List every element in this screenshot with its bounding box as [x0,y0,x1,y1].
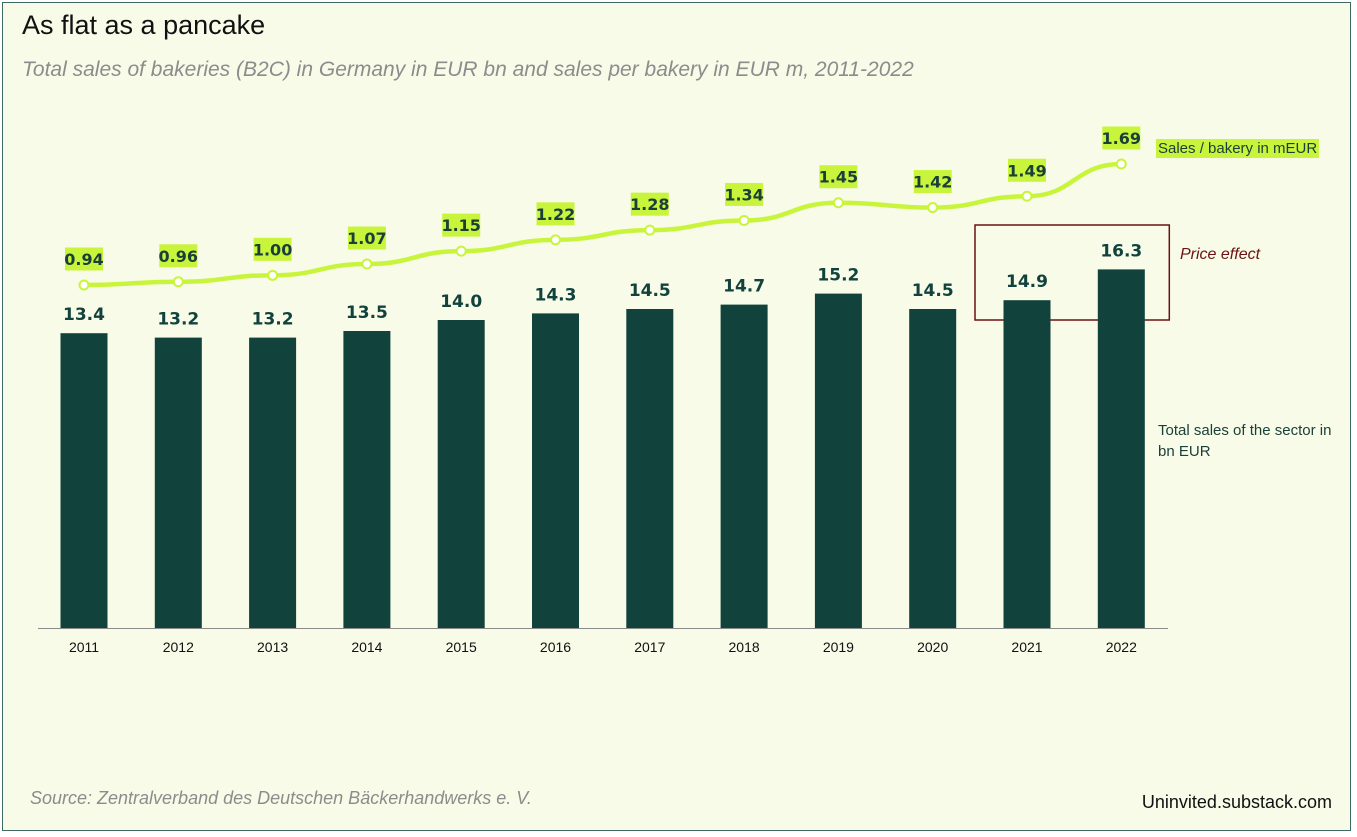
source-note: Source: Zentralverband des Deutschen Bäc… [30,788,532,808]
x-tick-2011: 2011 [69,639,99,655]
legend-line-series: Sales / bakery in mEUR [1156,139,1320,158]
line-label-bg-2014 [347,226,386,250]
line-label-2017: 1.28 [630,195,669,214]
bar-label-2021: 14.9 [1006,272,1048,292]
line-label-2020: 1.42 [913,173,952,192]
bar-label-2017: 14.5 [629,281,671,301]
price-effect-box [974,224,1171,321]
line-label-bg-2012 [159,244,198,268]
line-point-2012 [172,276,184,288]
line-point-2022 [1115,158,1127,170]
x-tick-2012: 2012 [163,639,194,655]
bar-2019 [814,293,862,628]
bar-label-2015: 14.0 [440,292,482,312]
line-label-bg-2016 [536,202,575,226]
bar-2022 [1097,269,1145,628]
line-point-2017 [644,224,656,236]
x-tick-2018: 2018 [729,639,760,655]
bar-label-2019: 15.2 [817,266,859,286]
line-label-2019: 1.45 [819,168,858,187]
bar-label-2022: 16.3 [1100,241,1142,261]
x-tick-2019: 2019 [823,639,854,655]
line-label-2015: 1.15 [441,216,480,235]
x-tick-2017: 2017 [634,639,665,655]
bar-label-2013: 13.2 [252,310,294,330]
line-label-bg-2011 [65,247,103,271]
x-tick-2015: 2015 [446,639,477,655]
bar-label-2014: 13.5 [346,303,388,323]
line-label-2013: 1.00 [253,240,292,259]
bar-label-2011: 13.4 [63,305,105,325]
bar-2017 [626,309,674,628]
line-label-bg-2021 [1008,158,1046,182]
line-label-bg-2022 [1102,126,1141,150]
line-label-2016: 1.22 [536,205,575,224]
line-point-2018 [738,214,750,226]
legend-bar-series: Total sales of the sector in bn EUR [1158,422,1332,460]
x-tick-2016: 2016 [540,639,571,655]
bar-2012 [154,337,202,628]
bar-2021 [1003,300,1051,628]
line-point-2016 [550,234,561,246]
chart-title: As flat as a pancake [22,10,266,40]
x-tick-2022: 2022 [1106,639,1137,655]
line-point-2014 [361,258,373,270]
bar-2011 [60,333,108,628]
line-sales-per-bakery [81,161,1124,288]
price-effect-annotation: Price effect [1180,246,1261,263]
line-label-bg-2017 [630,192,669,216]
bar-2013 [249,337,297,628]
line-point-2020 [927,202,939,214]
x-tick-2013: 2013 [257,639,288,655]
line-point-2015 [455,245,467,257]
x-tick-2014: 2014 [351,639,382,655]
bar-2015 [437,320,485,628]
x-tick-2021: 2021 [1011,639,1042,655]
chart-subtitle: Total sales of bakeries (B2C) in Germany… [22,58,914,81]
line-point-2011 [78,279,90,291]
bar-2018 [720,304,768,628]
bar-label-2016: 14.3 [535,285,577,305]
line-label-2018: 1.34 [724,185,763,204]
bar-2016 [532,313,579,628]
bar-label-2018: 14.7 [723,277,765,297]
line-label-bg-2019 [819,165,858,189]
line-point-2013 [267,269,279,281]
line-label-bg-2018 [725,182,764,206]
line-point-2019 [832,197,844,209]
line-label-2014: 1.07 [347,229,386,248]
bar-2020 [909,309,957,628]
line-label-bg-2020 [913,170,952,194]
brand-credit: Uninvited.substack.com [1141,792,1332,812]
line-label-2021: 1.49 [1007,161,1046,180]
line-label-2011: 0.94 [64,250,103,269]
bar-label-2020: 14.5 [912,281,954,301]
bar-2014 [343,331,391,628]
bar-label-2012: 13.2 [157,310,199,330]
line-label-2012: 0.96 [159,247,198,266]
line-label-bg-2015 [442,213,481,237]
line-label-2022: 1.69 [1102,129,1141,148]
line-point-2021 [1021,190,1033,202]
line-label-bg-2013 [253,237,292,261]
x-tick-2020: 2020 [917,639,948,655]
